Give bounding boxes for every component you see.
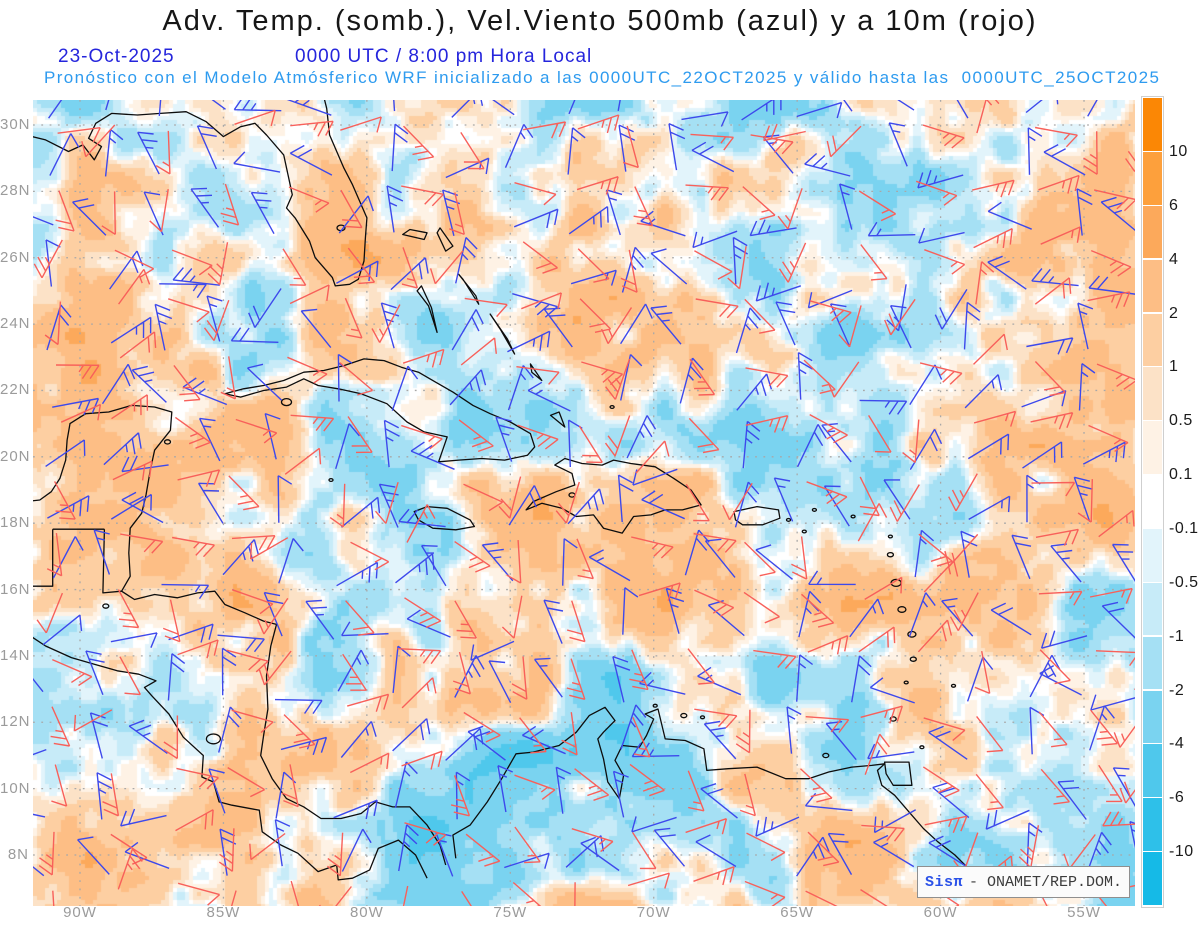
colorbar-label-2: 2 [1169,304,1179,322]
lat-tick-label-14N: 14N [0,646,31,664]
colorbar-frame [1141,96,1164,908]
sispi-logo-text: Sisπ [924,873,963,891]
lon-tick-label-60W: 60W [923,904,958,921]
colorbar-label-10: 10 [1169,142,1188,160]
colorbar-segment [1143,259,1162,313]
colorbar-label-4: 4 [1169,250,1179,268]
colorbar-label--0.1: -0.1 [1169,519,1199,537]
lat-tick-label-24N: 24N [0,315,31,333]
lat-tick-label-30N: 30N [0,116,31,133]
colorbar-segment [1143,582,1162,636]
valid-hour: 0000 UTC / 8:00 pm Hora Local [295,46,593,67]
lon-tick-label-85W: 85W [206,904,241,921]
lon-tick-label-55W: 55W [1067,904,1101,921]
colorbar-label-0.1: 0.1 [1169,466,1193,484]
lon-tick-label-65W: 65W [780,904,815,921]
lat-tick-label-10N: 10N [0,779,31,797]
colorbar-label--6: -6 [1169,789,1185,807]
colorbar-label--1: -1 [1169,627,1185,645]
lat-tick-label-28N: 28N [0,182,31,200]
colorbar-segment [1143,367,1162,420]
lon-tick-label-75W: 75W [493,904,528,921]
watermark-org-text: - ONAMET/REP.DOM. [968,873,1123,891]
colorbar-label--4: -4 [1169,735,1185,753]
colorbar-label-1: 1 [1169,358,1179,376]
valid-date-line: 23-Oct-2025 0000 UTC / 8:00 pm Hora Loca… [0,46,1200,68]
colorbar-segment [1143,852,1162,905]
lon-tick-label-90W: 90W [63,904,97,921]
lat-tick-label-22N: 22N [0,381,31,399]
lat-tick-label-26N: 26N [0,248,31,266]
colorbar-label--2: -2 [1169,681,1185,699]
colorbar-label--10: -10 [1169,843,1194,861]
colorbar-segment [1143,690,1162,744]
page-title: Adv. Temp. (somb.), Vel.Viento 500mb (az… [162,5,1038,37]
lat-tick-label-12N: 12N [0,713,31,731]
temperature-advection-shading-layer [33,100,1135,906]
colorbar-label-6: 6 [1169,196,1179,214]
colorbar-label-0.5: 0.5 [1169,412,1193,430]
colorbar-segment [1143,528,1162,582]
colorbar-segment [1143,798,1162,851]
watermark-badge: Sisπ - ONAMET/REP.DOM. [917,866,1130,898]
lat-tick-label-16N: 16N [0,580,31,598]
lon-tick-label-80W: 80W [349,904,384,921]
colorbar-legend: 10 6 4 2 1 0.5 0.1 -0.1 -0.5 -1 -2 -4 -6 -10 [1141,96,1198,908]
lat-tick-label-18N: 18N [0,514,31,532]
colorbar-label--0.5: -0.5 [1169,573,1199,591]
lat-tick-label-8N: 8N [7,846,29,863]
colorbar-segment [1143,151,1162,205]
colorbar-segment [1143,205,1162,259]
colorbar-segment [1143,475,1162,528]
colorbar-segment [1143,636,1162,690]
colorbar-segment [1143,98,1162,151]
lat-tick-label-20N: 20N [0,447,31,465]
colorbar-segment [1143,421,1162,474]
lon-tick-label-70W: 70W [636,904,671,921]
colorbar-segment [1143,313,1162,367]
colorbar-segment [1143,744,1162,798]
forecast-note: Pronóstico con el Modelo Atmósferico WRF… [44,68,1161,87]
valid-date: 23-Oct-2025 [58,46,175,67]
